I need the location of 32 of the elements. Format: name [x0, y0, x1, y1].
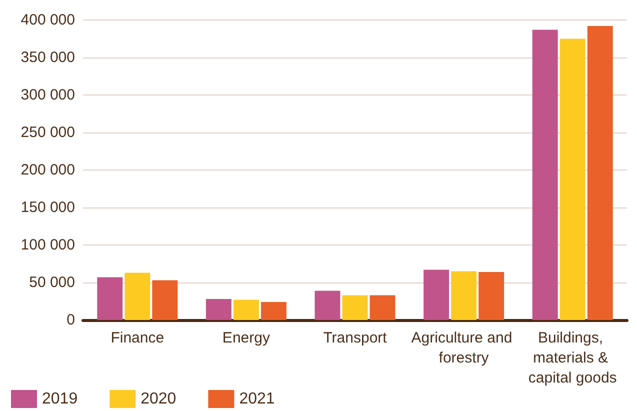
- bar: [152, 280, 178, 320]
- x-tick-label: Finance: [110, 330, 164, 346]
- bar: [233, 300, 259, 320]
- y-tick-label: 150 000: [20, 199, 75, 216]
- legend-label: 2020: [140, 390, 176, 408]
- bar: [97, 277, 123, 320]
- y-tick-label: 200 000: [20, 162, 75, 178]
- x-tick-label: Transport: [323, 330, 388, 346]
- bar: [424, 270, 450, 320]
- y-tick-label: 350 000: [20, 49, 75, 66]
- x-tick-label: Buildings, materials & capital goods: [528, 330, 617, 386]
- y-tick-label: 100 000: [20, 236, 75, 254]
- y-tick-label: 300 000: [20, 86, 75, 104]
- y-tick-label: 0: [66, 312, 75, 328]
- bar: [587, 26, 613, 320]
- legend-label: 2019: [42, 390, 78, 408]
- bar: [206, 299, 232, 320]
- bar: [124, 272, 150, 320]
- x-tick-label: Energy: [222, 330, 270, 346]
- y-tick-label: 50 000: [29, 274, 75, 291]
- legend-label: 2021: [239, 390, 275, 408]
- bar: [451, 271, 477, 320]
- bar: [532, 30, 558, 320]
- y-tick-label: 400 000: [20, 12, 75, 28]
- bar: [478, 272, 504, 320]
- bar: [260, 302, 286, 320]
- bar: [314, 290, 340, 320]
- y-tick-label: 250 000: [20, 124, 75, 141]
- bar: [560, 38, 586, 320]
- bar: [370, 295, 396, 320]
- bar: [342, 295, 368, 320]
- x-tick-label: Agriculture and forestry: [411, 330, 516, 366]
